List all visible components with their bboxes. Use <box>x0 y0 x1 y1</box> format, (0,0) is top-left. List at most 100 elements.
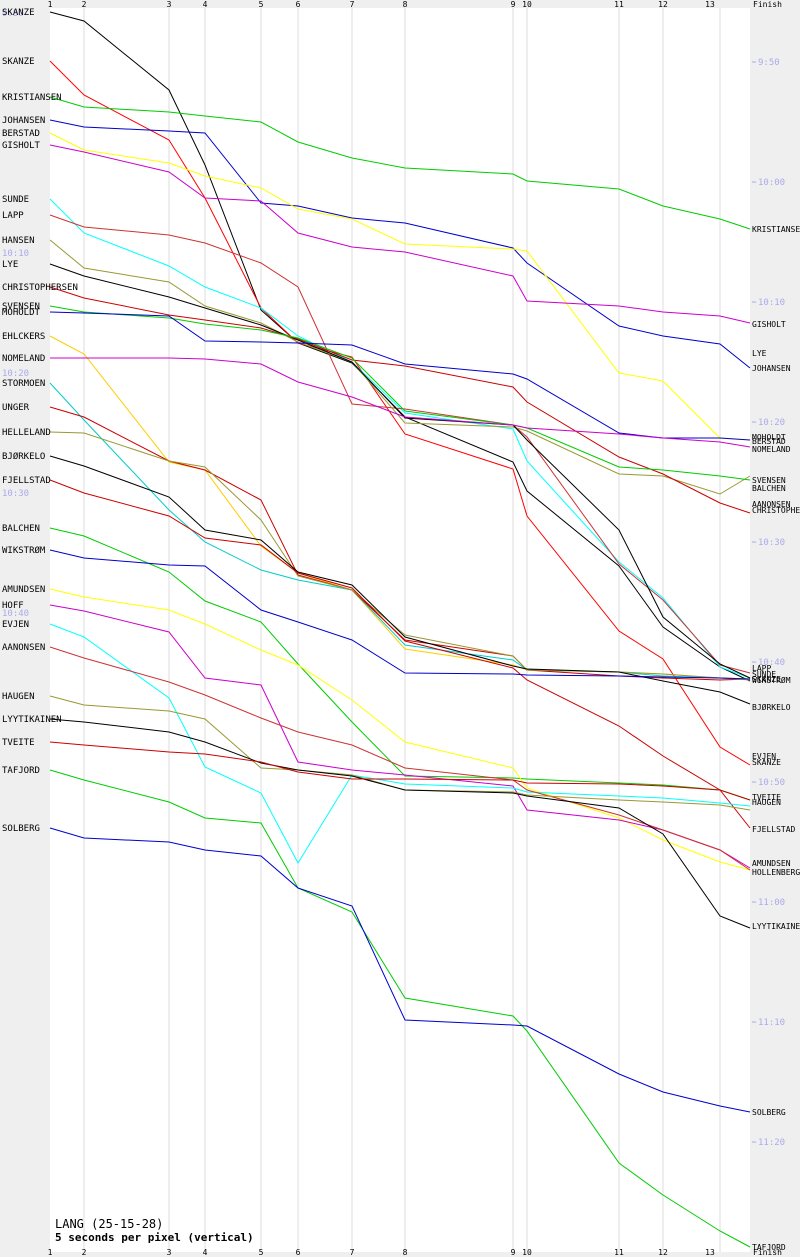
end-label: BJØRKELO <box>752 702 791 712</box>
series-line <box>49 382 751 680</box>
top-x-tick: 4 <box>203 0 208 9</box>
right-tick-label: 11:20 <box>758 1138 785 1148</box>
series-line <box>49 119 751 369</box>
start-label: SKANZE <box>2 57 35 67</box>
bottom-x-ticks: 1 2 3 4 5 6 7 8 9 10 11 12 13 Finish <box>48 1248 782 1257</box>
series-line <box>49 286 751 514</box>
start-label: BERSTAD <box>2 129 40 139</box>
series-line <box>49 718 751 929</box>
series-line <box>49 96 751 230</box>
end-label: SVENSEN <box>752 476 786 485</box>
end-label: LYE <box>752 349 767 358</box>
end-label: HOLLENBERG <box>752 868 800 877</box>
bottom-x-tick: 9 <box>511 1248 516 1257</box>
series-line <box>49 549 751 680</box>
plot-area <box>50 8 750 1252</box>
start-label: HANSEN <box>2 236 35 246</box>
start-label: UNGER <box>2 403 30 413</box>
end-labels: KRISTIANSE GISHOLT LYE JOHANSEN MOHOLDTBERST… <box>752 225 800 1252</box>
bottom-x-tick: 11 <box>614 1248 624 1257</box>
start-label: STORMOEN <box>2 379 45 389</box>
end-label: HAUGEN <box>752 798 781 807</box>
left-tick-label: 9:50 <box>2 9 24 19</box>
right-tick-label: 10:00 <box>758 178 785 188</box>
end-label: TVEITE <box>752 793 781 802</box>
top-x-tick: 3 <box>167 0 172 9</box>
start-label: CHRISTOPHERSEN <box>2 283 78 293</box>
end-label: NOMELAND <box>752 445 791 454</box>
end-label: GISHOLT <box>752 320 786 329</box>
start-label: EVJEN <box>2 620 29 630</box>
right-tick-label: 11:00 <box>758 898 785 908</box>
bottom-x-tick: 5 <box>259 1248 264 1257</box>
end-label: AANONSEN <box>752 500 791 509</box>
bottom-x-tick: Finish <box>753 1248 782 1257</box>
bottom-x-tick: 12 <box>658 1248 668 1257</box>
right-tick-label: 11:10 <box>758 1018 785 1028</box>
end-label: SKANZE <box>752 675 781 684</box>
start-label: WIKSTRØM <box>2 545 46 556</box>
bottom-x-tick: 6 <box>296 1248 301 1257</box>
top-x-tick: 12 <box>658 0 668 9</box>
end-label: MOHOLDT <box>752 433 786 442</box>
start-label: SVENSEN <box>2 302 40 312</box>
right-tick-label: 10:30 <box>758 538 785 548</box>
end-label: LYYTIKAINE <box>752 922 800 931</box>
start-label: BALCHEN <box>2 524 40 534</box>
series-line <box>49 455 751 705</box>
end-label: SOLBERG <box>752 1108 786 1117</box>
bottom-x-tick: 4 <box>203 1248 208 1257</box>
series-line <box>49 239 751 495</box>
top-x-tick: 10 <box>522 0 532 9</box>
series-line <box>49 198 751 679</box>
top-x-ticks: 1 2 3 4 5 6 7 8 9 10 11 12 13 Finish <box>48 0 782 9</box>
end-label: WIKSTRØM <box>752 675 791 685</box>
right-tick-label: 9:50 <box>758 58 780 68</box>
series-lines <box>49 11 751 1248</box>
start-label: KRISTIANSEN <box>2 93 62 103</box>
series-line <box>49 479 751 829</box>
top-x-tick: 2 <box>82 0 87 9</box>
bottom-x-tick: 13 <box>705 1248 715 1257</box>
start-label: EHLCKERS <box>2 332 45 342</box>
end-label: FJELLSTAD <box>752 825 796 834</box>
series-line <box>49 741 751 801</box>
start-label: HOFF <box>2 601 24 611</box>
series-line <box>50 357 751 448</box>
end-label: LAPP <box>752 664 771 673</box>
right-tick-label: 10:50 <box>758 778 785 788</box>
start-label: TAFJORD <box>2 766 40 776</box>
top-x-tick: 11 <box>614 0 624 9</box>
right-tick-label: 10:40 <box>758 658 785 668</box>
bottom-x-tick: 8 <box>403 1248 408 1257</box>
bottom-x-tick: 7 <box>350 1248 355 1257</box>
start-label: JOHANSEN <box>2 116 45 126</box>
end-label: CHRISTOPHE <box>752 506 800 515</box>
end-label: SKANZE <box>752 758 781 767</box>
end-label: AMUNDSEN <box>752 859 791 868</box>
start-label: NOMELAND <box>2 354 45 364</box>
series-line <box>49 827 751 1113</box>
top-x-tick: 8 <box>403 0 408 9</box>
start-labels: SKANZE SKANZE KRISTIANSEN JOHANSEN BERSTAD GI… <box>2 8 78 834</box>
bottom-x-tick: 3 <box>167 1248 172 1257</box>
left-tick-label: 10:20 <box>2 369 29 379</box>
start-label: FJELLSTAD <box>2 476 51 486</box>
end-label: TAFJORD <box>752 1243 786 1252</box>
series-line <box>49 431 751 681</box>
series-line <box>49 604 751 869</box>
left-axis-ticks: 9:50 10:10 10:20 10:30 10:40 <box>2 9 29 619</box>
top-x-tick: 9 <box>511 0 516 9</box>
start-label: SKANZE <box>2 8 35 18</box>
start-label: AMUNDSEN <box>2 585 45 595</box>
top-x-tick: 7 <box>350 0 355 9</box>
bottom-x-tick: 1 <box>48 1248 53 1257</box>
start-label: LYYTIKAINEN <box>2 715 62 725</box>
vertical-gridlines <box>83 8 721 1252</box>
series-line <box>49 588 751 871</box>
right-tick-label: 10:10 <box>758 298 785 308</box>
bottom-x-tick: 10 <box>522 1248 532 1257</box>
start-label: TVEITE <box>2 738 35 748</box>
start-label: SOLBERG <box>2 824 40 834</box>
